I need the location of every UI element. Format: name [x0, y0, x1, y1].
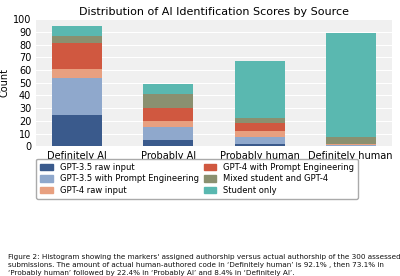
Title: Distribution of AI Identification Scores by Source: Distribution of AI Identification Scores…	[79, 7, 349, 17]
Bar	[143, 127, 194, 140]
Bar	[143, 94, 194, 108]
Bar	[52, 36, 102, 43]
Bar	[143, 84, 194, 94]
Bar	[326, 144, 376, 145]
Bar	[326, 145, 376, 146]
Bar	[52, 43, 102, 69]
Bar	[52, 115, 102, 146]
Text: Figure 2: Histogram showing the markers' assigned authorship versus actual autho: Figure 2: Histogram showing the markers'…	[8, 254, 400, 276]
Bar	[234, 118, 285, 123]
Bar	[52, 69, 102, 78]
X-axis label: AI Identification Score: AI Identification Score	[160, 164, 268, 174]
Bar	[234, 144, 285, 146]
Bar	[234, 61, 285, 118]
Y-axis label: Count: Count	[0, 68, 10, 97]
Bar	[52, 78, 102, 115]
Legend: GPT-3.5 raw input, GPT-3.5 with Prompt Engineering, GPT-4 raw input, GPT-4 with : GPT-3.5 raw input, GPT-3.5 with Prompt E…	[36, 159, 358, 199]
Bar	[143, 121, 194, 127]
Bar	[234, 123, 285, 131]
Bar	[326, 33, 376, 137]
Bar	[143, 108, 194, 121]
Bar	[234, 131, 285, 137]
Bar	[234, 137, 285, 144]
Bar	[143, 140, 194, 146]
Bar	[52, 26, 102, 36]
Bar	[326, 137, 376, 144]
